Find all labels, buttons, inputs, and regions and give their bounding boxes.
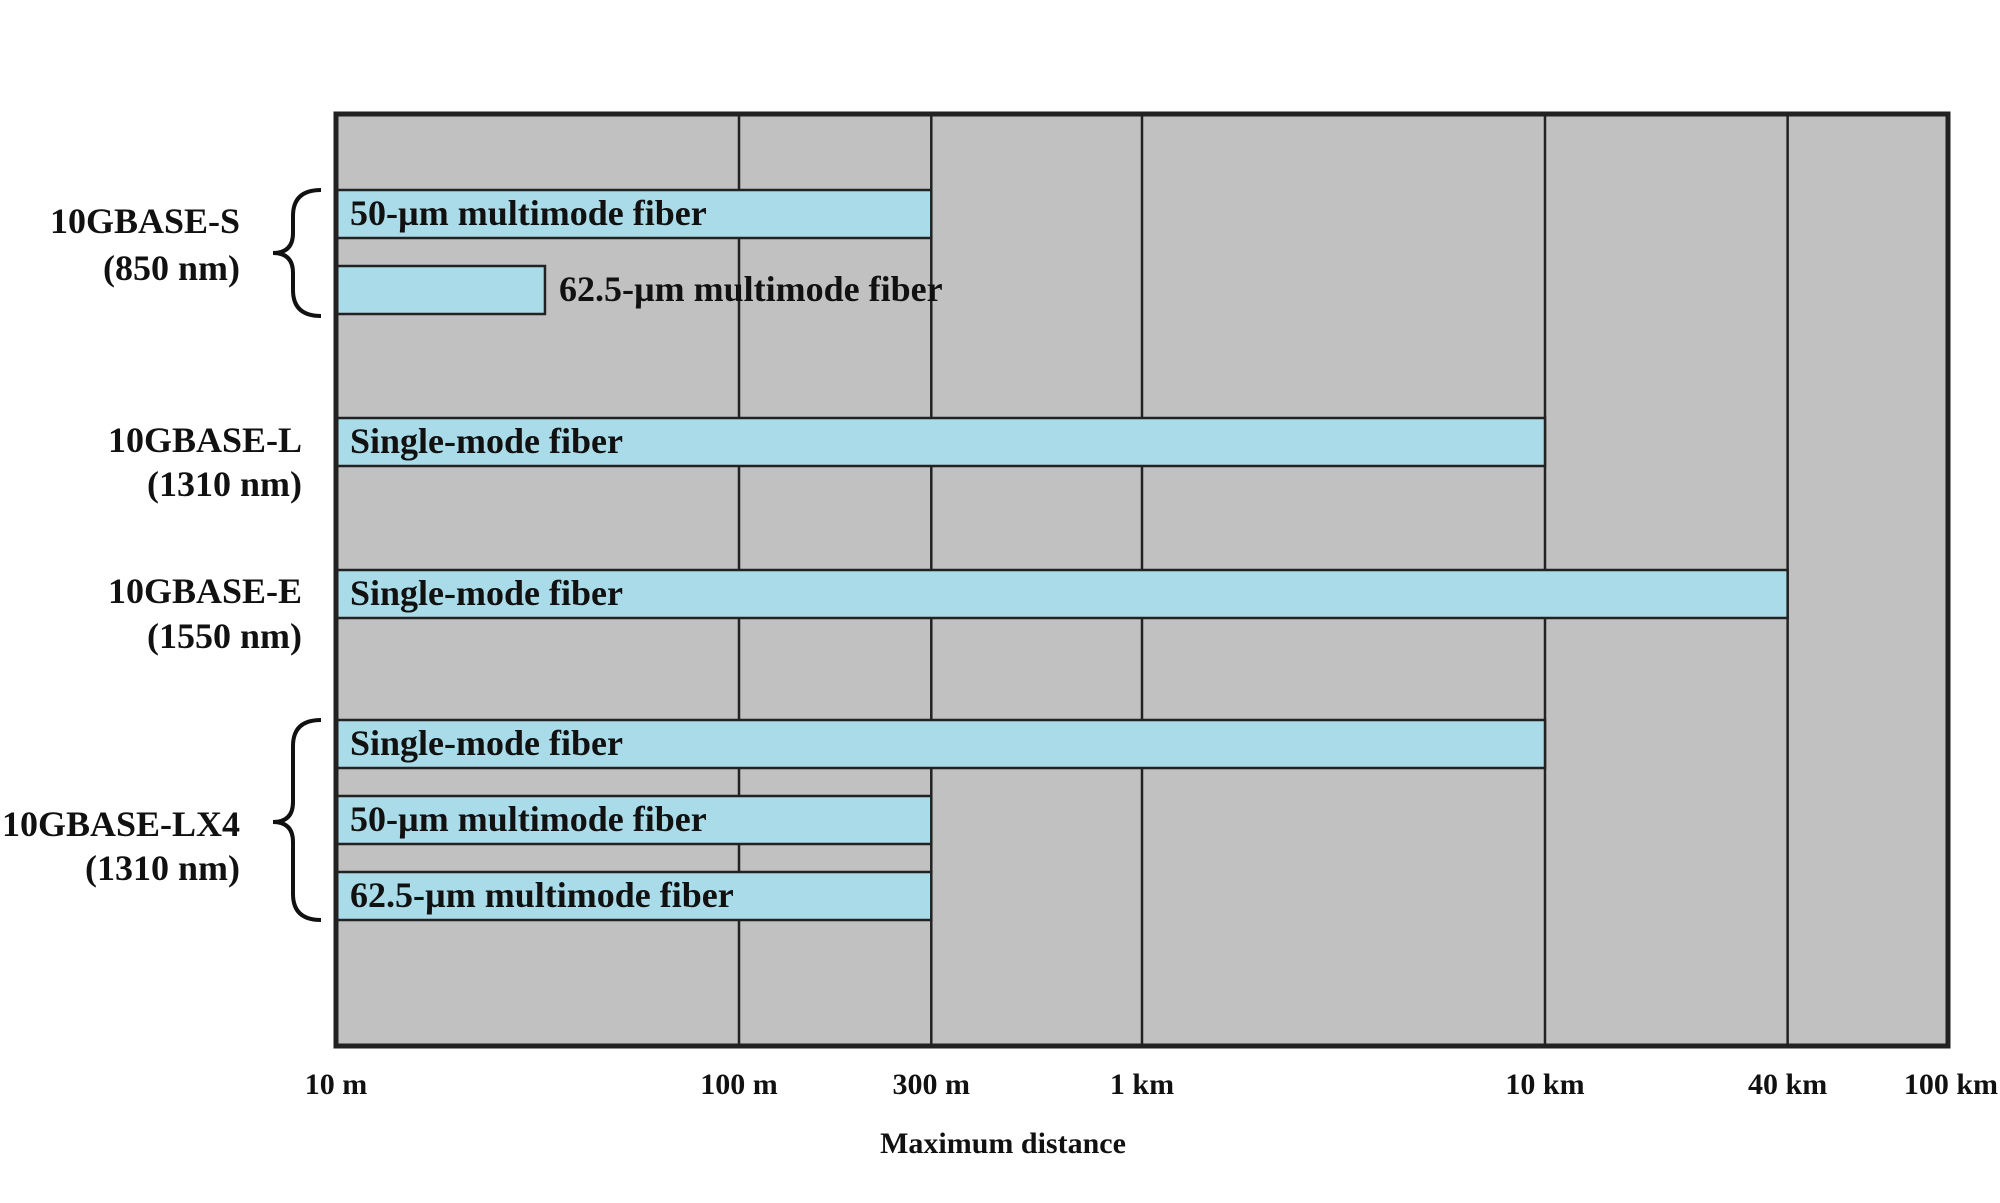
group-wavelength: (850 nm) [103, 248, 240, 288]
group-wavelength: (1550 nm) [147, 616, 302, 656]
group-name: 10GBASE-E [108, 571, 302, 611]
bar-label: 50-µm multimode fiber [350, 799, 707, 839]
x-tick-label: 1 km [1110, 1068, 1174, 1101]
bar-label: Single-mode fiber [350, 421, 623, 461]
bar-label: Single-mode fiber [350, 723, 623, 763]
bars: 50-µm multimode fiber 62.5-µm multimode f… [334, 188, 1789, 922]
x-tick-label: 40 km [1748, 1068, 1827, 1101]
bar [334, 794, 933, 846]
bar [334, 568, 1789, 620]
group-brace [272, 188, 322, 318]
bar-label: 62.5-µm multimode fiber [559, 269, 943, 309]
bar-label: Single-mode fiber [350, 573, 623, 613]
group-wavelength: (1310 nm) [147, 464, 302, 504]
bar-label: 62.5-µm multimode fiber [350, 875, 734, 915]
x-tick-label: 300 m [893, 1068, 971, 1101]
group-labels: 10GBASE-S(850 nm)10GBASE-L(1310 nm)10GBA… [2, 188, 322, 922]
plot-frame [333, 111, 1951, 1049]
x-tick-labels: 10 m 100 m 300 m 1 km 10 km 40 km 100 km [305, 1068, 1998, 1101]
group-wavelength: (1310 nm) [85, 848, 240, 888]
x-tick-label: 100 m [700, 1068, 778, 1101]
bar [334, 264, 547, 316]
bar [334, 416, 1547, 468]
x-tick-label: 100 km [1904, 1068, 1998, 1101]
group-brace [272, 718, 322, 922]
group-name: 10GBASE-S [50, 201, 240, 241]
bar [334, 718, 1547, 770]
x-tick-label: 10 km [1505, 1068, 1584, 1101]
x-tick-label: 10 m [305, 1068, 368, 1101]
x-axis-title: Maximum distance [880, 1127, 1126, 1160]
group-name: 10GBASE-LX4 [2, 804, 240, 844]
bar [334, 870, 933, 922]
group-name: 10GBASE-L [108, 420, 302, 460]
bar-label: 50-µm multimode fiber [350, 193, 707, 233]
